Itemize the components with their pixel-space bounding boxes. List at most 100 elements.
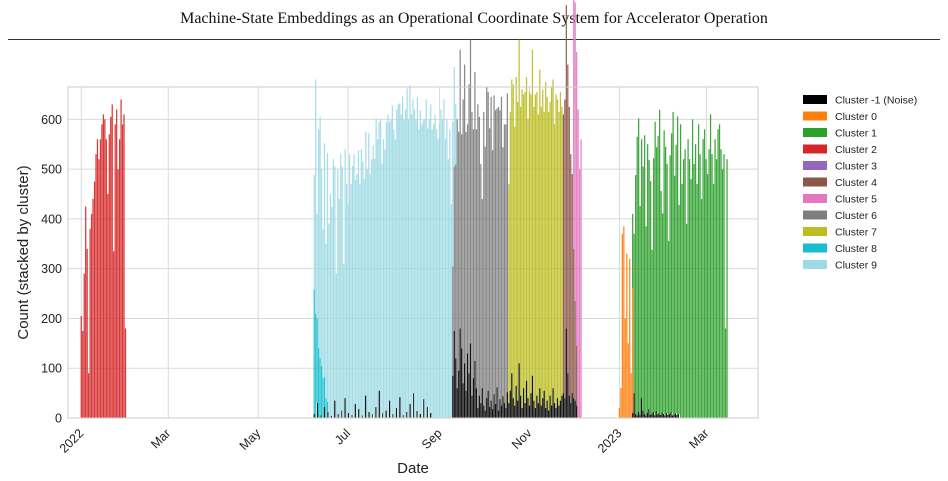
bar: [524, 403, 526, 418]
bar: [416, 411, 418, 418]
bar: [500, 405, 503, 418]
bar: [530, 393, 532, 418]
bar: [715, 159, 718, 419]
bar: [494, 404, 497, 418]
bar: [576, 405, 578, 418]
bar: [668, 414, 671, 418]
bar: [576, 52, 578, 346]
bar: [89, 228, 91, 418]
bar: [322, 378, 324, 418]
bar: [484, 146, 486, 411]
bar: [120, 99, 122, 418]
bar: [96, 139, 99, 418]
series-cluster-4: [562, 4, 578, 406]
header-rule: [8, 39, 940, 40]
bar: [660, 191, 662, 416]
bar: [570, 403, 572, 418]
bar: [410, 114, 413, 418]
bar: [699, 154, 701, 418]
bar: [514, 405, 516, 418]
bar: [452, 121, 454, 267]
bar: [670, 412, 672, 418]
bar: [379, 119, 382, 418]
bar: [469, 39, 472, 344]
bar: [553, 403, 556, 418]
x-tick-label: Sep: [419, 426, 445, 452]
bar: [506, 93, 508, 393]
bar: [661, 412, 663, 418]
bar: [388, 400, 391, 418]
legend-label: Cluster 8: [835, 243, 877, 255]
bar: [700, 198, 703, 418]
x-tick-label: Jul: [332, 426, 353, 447]
bar: [656, 147, 658, 412]
bar: [576, 345, 578, 406]
series-cluster-9: [313, 67, 457, 419]
bar: [709, 114, 712, 418]
bar: [475, 129, 478, 389]
bar: [580, 139, 582, 418]
bar: [502, 396, 504, 418]
bar: [694, 144, 697, 419]
y-tick-label: 300: [41, 262, 62, 276]
bar: [633, 233, 635, 394]
bar: [415, 119, 417, 418]
bar: [93, 181, 96, 418]
bar: [480, 164, 482, 404]
bar: [455, 164, 457, 359]
bar: [489, 407, 491, 418]
bar: [455, 104, 457, 165]
bar: [520, 106, 522, 396]
bar: [481, 198, 483, 389]
series-cluster-6: [452, 39, 508, 411]
bar: [480, 403, 482, 418]
bar: [108, 134, 110, 419]
bar: [483, 111, 485, 406]
legend-swatch: [803, 144, 827, 154]
x-tick-label: Nov: [509, 426, 535, 452]
bar: [688, 159, 691, 419]
bar: [347, 413, 350, 418]
bar: [665, 146, 667, 416]
bar: [466, 353, 469, 418]
bar: [561, 106, 563, 396]
bar: [514, 126, 516, 406]
bar: [456, 388, 458, 418]
bar: [375, 118, 377, 408]
bar: [315, 313, 317, 418]
bar: [463, 363, 466, 418]
bar: [441, 119, 444, 418]
bar: [696, 184, 698, 418]
bar: [558, 111, 560, 406]
bar: [665, 413, 668, 418]
bar: [565, 328, 567, 418]
bar: [384, 149, 386, 418]
bar: [531, 49, 534, 376]
bar: [499, 399, 501, 418]
bar: [517, 400, 519, 418]
bar: [409, 85, 411, 405]
y-tick-label: 400: [41, 212, 62, 226]
bar: [409, 404, 411, 418]
bar: [468, 373, 470, 418]
bar: [564, 398, 566, 418]
bar: [465, 390, 467, 418]
bar: [360, 149, 363, 418]
bar: [653, 158, 655, 413]
bar: [440, 109, 442, 419]
bar: [543, 111, 545, 391]
bar: [469, 343, 472, 418]
bar: [320, 365, 323, 416]
bar: [515, 77, 517, 386]
bar: [537, 403, 539, 418]
series-cluster-0: [618, 226, 634, 418]
bar: [684, 149, 686, 418]
bar: [382, 139, 385, 418]
bar: [113, 251, 115, 418]
page-header-title: Machine-State Embeddings as an Operation…: [180, 10, 768, 27]
bar: [640, 398, 643, 418]
legend-label: Cluster 2: [835, 144, 877, 156]
bar: [358, 409, 360, 418]
bar: [465, 131, 467, 391]
bar: [413, 109, 416, 419]
